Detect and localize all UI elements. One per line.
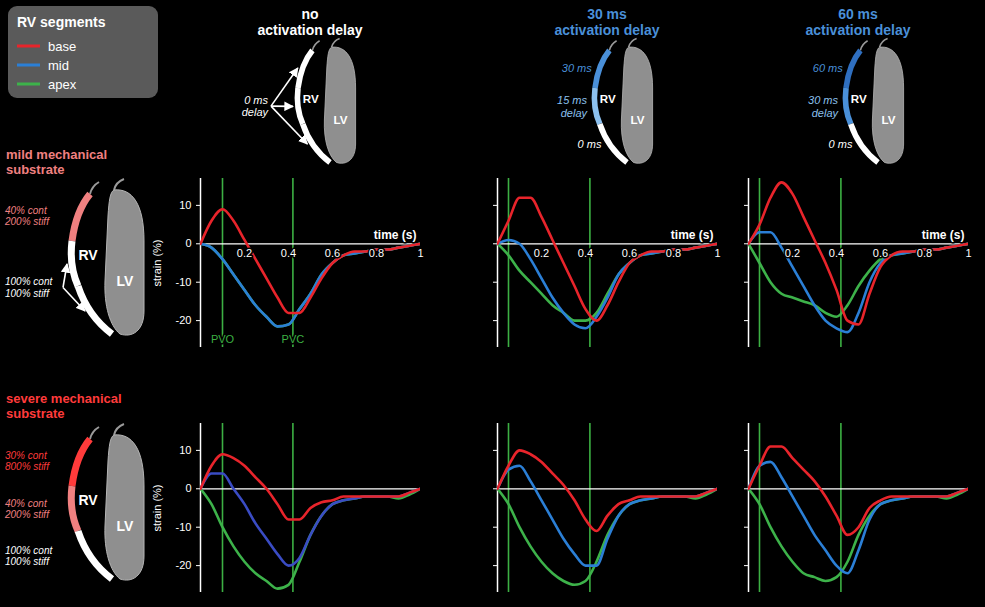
svg-text:0: 0	[185, 237, 191, 249]
svg-text:0.6: 0.6	[325, 247, 340, 259]
svg-text:mid: mid	[48, 58, 69, 73]
svg-text:time (s): time (s)	[922, 228, 965, 242]
svg-text:60 msactivation delay: 60 msactivation delay	[805, 6, 910, 38]
svg-text:30 msdelay: 30 msdelay	[808, 94, 839, 119]
svg-text:mild mechanicalsubstrate: mild mechanicalsubstrate	[6, 147, 107, 177]
svg-text:40% cont200% stiff: 40% cont200% stiff	[4, 205, 50, 228]
svg-text:LV: LV	[117, 518, 135, 534]
svg-text:40% cont200% stiff: 40% cont200% stiff	[4, 498, 50, 521]
svg-text:1: 1	[417, 247, 423, 259]
svg-text:0.8: 0.8	[666, 247, 681, 259]
svg-text:100% cont100% stiff: 100% cont100% stiff	[5, 545, 53, 568]
svg-text:PVO: PVO	[211, 333, 235, 345]
svg-text:0.4: 0.4	[281, 247, 296, 259]
svg-text:time (s): time (s)	[374, 228, 417, 242]
svg-text:noactivation delay: noactivation delay	[257, 6, 362, 38]
svg-text:60 ms: 60 ms	[813, 62, 843, 74]
svg-text:apex: apex	[48, 77, 77, 92]
svg-text:time (s): time (s)	[671, 228, 714, 242]
svg-text:1: 1	[965, 247, 971, 259]
svg-text:0 ms: 0 ms	[578, 138, 602, 150]
svg-text:30 ms: 30 ms	[562, 62, 592, 74]
svg-text:-20: -20	[176, 559, 192, 571]
svg-text:100% cont100% stiff: 100% cont100% stiff	[5, 276, 53, 299]
svg-text:0.4: 0.4	[829, 247, 844, 259]
svg-text:0.2: 0.2	[534, 247, 549, 259]
svg-text:0.2: 0.2	[237, 247, 252, 259]
svg-text:0.8: 0.8	[917, 247, 932, 259]
svg-text:LV: LV	[333, 113, 347, 126]
svg-text:-20: -20	[176, 314, 192, 326]
svg-text:RV: RV	[78, 492, 98, 508]
svg-text:-10: -10	[176, 521, 192, 533]
svg-text:30 msactivation delay: 30 msactivation delay	[554, 6, 659, 38]
svg-text:10: 10	[179, 199, 191, 211]
svg-text:PVC: PVC	[282, 333, 305, 345]
svg-text:1: 1	[714, 247, 720, 259]
svg-text:30% cont800% stiff: 30% cont800% stiff	[5, 450, 50, 473]
svg-text:0.2: 0.2	[785, 247, 800, 259]
svg-text:RV: RV	[600, 92, 616, 105]
svg-text:RV: RV	[303, 92, 319, 105]
svg-text:LV: LV	[881, 113, 895, 126]
svg-text:RV segments: RV segments	[17, 14, 106, 30]
svg-text:0.4: 0.4	[578, 247, 593, 259]
svg-text:0.8: 0.8	[369, 247, 384, 259]
svg-text:LV: LV	[630, 113, 644, 126]
svg-text:base: base	[48, 39, 76, 54]
svg-text:strain (%): strain (%)	[151, 484, 163, 531]
svg-text:10: 10	[179, 444, 191, 456]
svg-text:strain (%): strain (%)	[151, 239, 163, 286]
svg-text:RV: RV	[851, 92, 867, 105]
svg-text:0.6: 0.6	[873, 247, 888, 259]
svg-text:0 msdelay: 0 msdelay	[242, 94, 270, 119]
svg-text:0.6: 0.6	[622, 247, 637, 259]
svg-text:LV: LV	[117, 273, 135, 289]
svg-text:RV: RV	[78, 247, 98, 263]
svg-text:-10: -10	[176, 276, 192, 288]
svg-text:15 msdelay: 15 msdelay	[557, 94, 588, 119]
svg-text:0: 0	[185, 482, 191, 494]
svg-text:0 ms: 0 ms	[829, 138, 853, 150]
svg-text:severe mechanicalsubstrate: severe mechanicalsubstrate	[6, 391, 122, 421]
